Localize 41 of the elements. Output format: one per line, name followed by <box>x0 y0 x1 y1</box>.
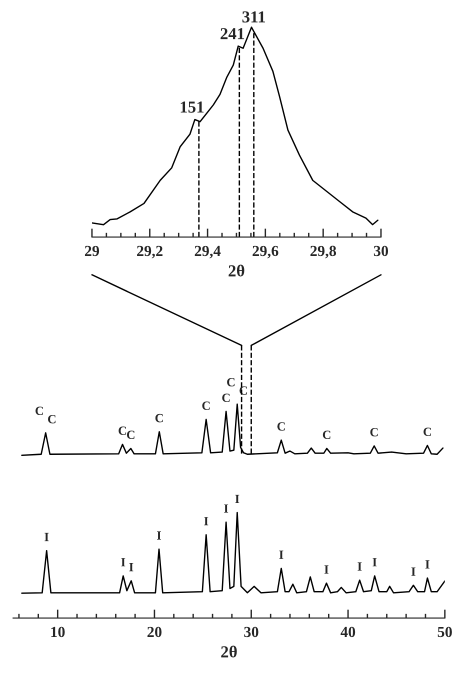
annotation: 241 <box>220 28 244 40</box>
annotation: I <box>358 562 362 571</box>
annotation: I <box>129 563 134 572</box>
annotation: C <box>48 414 56 424</box>
annotation: I <box>156 531 162 540</box>
x-tick-label: 29,8 <box>310 246 336 258</box>
x-tick-label: 20 <box>147 626 162 638</box>
x-axis-title: 2θ <box>228 264 244 276</box>
x-tick-label: 29,2 <box>137 246 162 258</box>
annotation: I <box>372 558 377 566</box>
annotation: C <box>424 428 431 436</box>
annotation: I <box>324 565 328 574</box>
x-tick-label: 30 <box>244 626 258 638</box>
annotation: C <box>202 402 210 410</box>
x-tick-label: 50 <box>438 626 452 638</box>
annotation: I <box>425 560 430 568</box>
annotation: I <box>44 532 49 542</box>
annotation: I <box>411 568 416 576</box>
x-tick-label: 30 <box>374 246 388 256</box>
annotation: I <box>235 494 240 504</box>
x-tick-label: 29 <box>84 246 100 256</box>
annotation: C <box>155 414 163 422</box>
annotation: C <box>370 428 378 436</box>
annotation: C <box>322 430 330 439</box>
x-axis-title: 2θ <box>221 646 237 658</box>
annotation: C <box>227 378 235 386</box>
annotation: C <box>36 406 43 416</box>
x-tick-label: 40 <box>340 626 356 638</box>
x-tick-label: 29,4 <box>194 246 221 258</box>
annotation: 311 <box>242 11 265 23</box>
annotation: C <box>126 430 134 439</box>
annotation: I <box>279 550 284 559</box>
annotation: C <box>277 422 285 431</box>
x-tick-label: 29,6 <box>252 246 278 258</box>
annotation: I <box>224 504 228 513</box>
x-tick-label: 10 <box>51 626 65 638</box>
annotation: I <box>121 558 126 566</box>
annotation: C <box>118 426 126 435</box>
annotation: 151 <box>180 102 204 113</box>
annotation: C <box>222 394 230 402</box>
annotation: I <box>204 517 208 526</box>
